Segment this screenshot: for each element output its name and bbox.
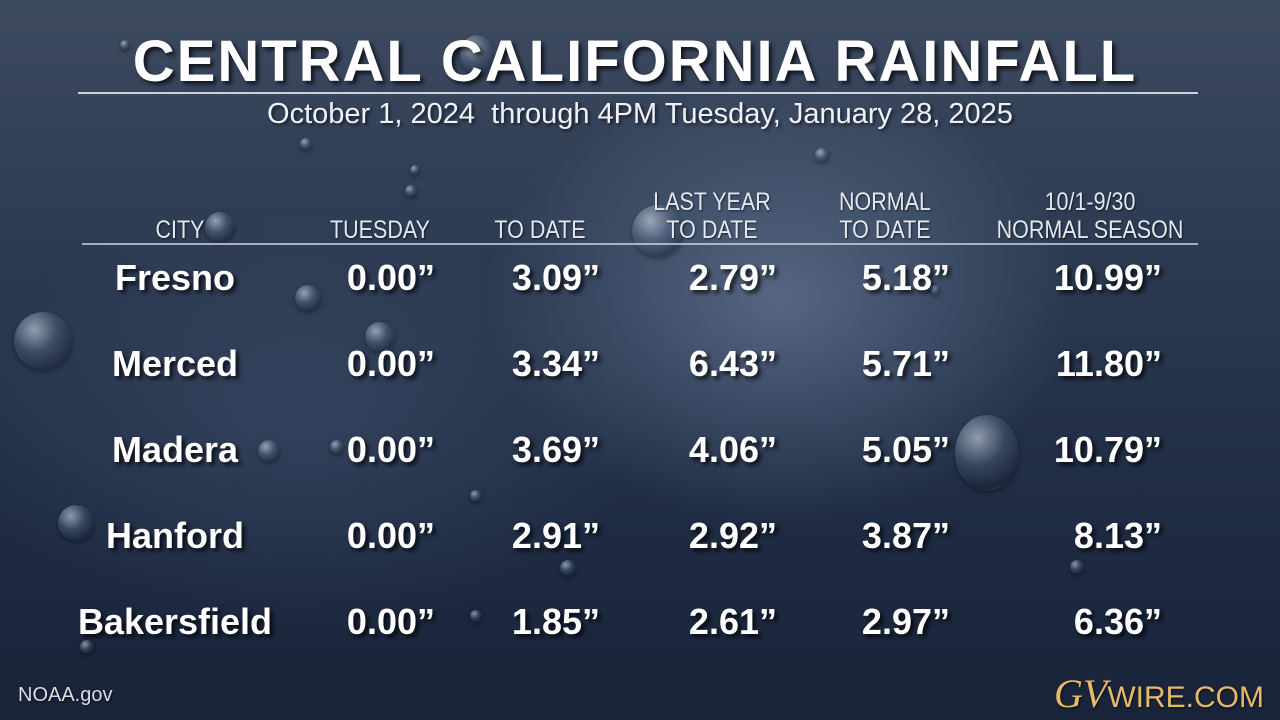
column-header-last-year-to-date: LAST YEAR TO DATE bbox=[639, 188, 785, 244]
column-header-normal-season: 10/1-9/30 NORMAL SEASON bbox=[974, 188, 1206, 244]
column-header-to-date: TO DATE bbox=[476, 188, 605, 244]
table-row: Fresno 0.00” 3.09” 2.79” 5.18” 10.99” bbox=[0, 256, 1280, 300]
to-date-value: 3.09” bbox=[511, 257, 600, 298]
header-line1 bbox=[116, 188, 245, 216]
city-name: Merced bbox=[111, 343, 239, 384]
column-header-city: CITY bbox=[116, 188, 245, 244]
normal-to-date-value: 5.71” bbox=[861, 343, 950, 384]
logo-suffix: WIRE.COM bbox=[1107, 681, 1264, 714]
column-header-normal-to-date: NORMAL TO DATE bbox=[812, 188, 958, 244]
last-year-value: 6.43” bbox=[688, 343, 777, 384]
header-line1 bbox=[316, 188, 445, 216]
gvwire-logo: GVWIRE.COM bbox=[1054, 670, 1264, 717]
header-line2: TO DATE bbox=[839, 216, 931, 244]
city-name: Fresno bbox=[114, 257, 236, 298]
header-line2: TO DATE bbox=[666, 216, 758, 244]
tuesday-value: 0.00” bbox=[346, 515, 435, 556]
table-row: Merced 0.00” 3.34” 6.43” 5.71” 11.80” bbox=[0, 342, 1280, 386]
header-line1: LAST YEAR bbox=[653, 188, 771, 216]
tuesday-value: 0.00” bbox=[346, 601, 435, 642]
tuesday-value: 0.00” bbox=[346, 343, 435, 384]
header-line1: 10/1-9/30 bbox=[1044, 188, 1136, 216]
last-year-value: 2.92” bbox=[688, 515, 777, 556]
normal-season-value: 10.99” bbox=[1053, 257, 1162, 298]
city-name: Hanford bbox=[106, 515, 244, 556]
header-line2: TUESDAY bbox=[330, 216, 430, 244]
table-row: Hanford 0.00” 2.91” 2.92” 3.87” 8.13” bbox=[0, 514, 1280, 558]
city-name: Madera bbox=[111, 429, 239, 470]
tuesday-value: 0.00” bbox=[346, 429, 435, 470]
to-date-value: 3.34” bbox=[511, 343, 600, 384]
normal-season-value: 8.13” bbox=[1073, 515, 1162, 556]
logo-prefix: GV bbox=[1054, 671, 1108, 716]
normal-season-value: 10.79” bbox=[1053, 429, 1162, 470]
page-title: CENTRAL CALIFORNIA RAINFALL bbox=[132, 29, 1138, 94]
normal-season-value: 11.80” bbox=[1055, 343, 1162, 384]
header-line1: NORMAL bbox=[839, 188, 931, 216]
city-name: Bakersfield bbox=[77, 601, 273, 642]
normal-to-date-value: 5.05” bbox=[861, 429, 950, 470]
date-range-subtitle: October 1, 2024 through 4PM Tuesday, Jan… bbox=[267, 98, 1013, 130]
last-year-value: 2.61” bbox=[688, 601, 777, 642]
table-row: Madera 0.00” 3.69” 4.06” 5.05” 10.79” bbox=[0, 428, 1280, 472]
normal-to-date-value: 3.87” bbox=[861, 515, 950, 556]
to-date-value: 3.69” bbox=[511, 429, 600, 470]
to-date-value: 1.85” bbox=[511, 601, 600, 642]
source-credit: NOAA.gov bbox=[18, 684, 113, 706]
header-line2: NORMAL SEASON bbox=[996, 216, 1184, 244]
table-row: Bakersfield 0.00” 1.85” 2.61” 2.97” 6.36… bbox=[0, 600, 1280, 644]
header-line2: CITY bbox=[155, 216, 205, 244]
last-year-value: 2.79” bbox=[688, 257, 777, 298]
header-line2: TO DATE bbox=[494, 216, 586, 244]
column-header-tuesday: TUESDAY bbox=[316, 188, 445, 244]
header-line1 bbox=[476, 188, 605, 216]
normal-to-date-value: 5.18” bbox=[861, 257, 950, 298]
header-divider bbox=[82, 243, 1198, 245]
last-year-value: 4.06” bbox=[688, 429, 777, 470]
tuesday-value: 0.00” bbox=[346, 257, 435, 298]
to-date-value: 2.91” bbox=[511, 515, 600, 556]
title-divider bbox=[78, 92, 1198, 94]
normal-season-value: 6.36” bbox=[1073, 601, 1162, 642]
normal-to-date-value: 2.97” bbox=[861, 601, 950, 642]
